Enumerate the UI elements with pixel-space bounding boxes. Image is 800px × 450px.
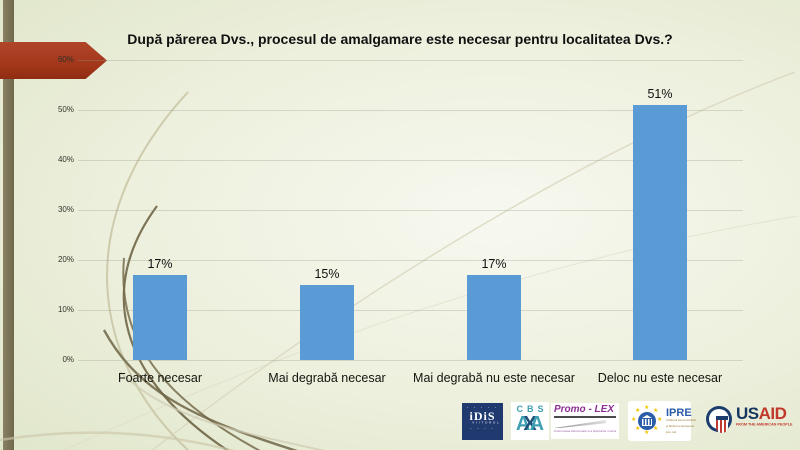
bar-foarte-necesar xyxy=(133,275,187,360)
eu-star-icon: ★ xyxy=(653,426,659,432)
x-axis-category-label: Mai degrabă nu este necesar xyxy=(413,371,575,385)
gridline xyxy=(78,160,743,161)
ipre-building-circle xyxy=(638,412,656,430)
bar-value-label: 17% xyxy=(147,257,173,271)
usaid-seal-inner xyxy=(709,409,729,433)
usaid-wordmark: USAID FROM THE AMERICAN PEOPLE xyxy=(736,405,800,429)
promo-lex-logo: Promo - LEX Promovarea democrației și a … xyxy=(551,403,619,439)
idis-dots-decoration: · · · · · xyxy=(466,405,499,411)
gridline xyxy=(78,360,743,361)
usaid-shield-icon xyxy=(716,416,728,433)
ipre-text-column: IPRE Institutul pentru Politici și Refor… xyxy=(666,407,697,437)
usaid-logo: USAID FROM THE AMERICAN PEOPLE xyxy=(706,405,794,435)
x-axis-category-label: Foarte necesar xyxy=(117,371,203,385)
idis-logo-text: iDiS xyxy=(469,409,496,423)
bar-group-deloc-nu-este-necesar: 51% Deloc nu este necesar xyxy=(575,60,745,385)
bar-mai-degraba-necesar xyxy=(300,285,354,360)
usaid-tagline: FROM THE AMERICAN PEOPLE xyxy=(736,423,793,427)
bar-value-label: 51% xyxy=(647,87,673,101)
promo-lex-swoosh-decoration xyxy=(554,420,606,428)
gridline xyxy=(78,110,743,111)
bar-value-label: 15% xyxy=(314,267,340,281)
promo-lex-logo-text: Promo - LEX xyxy=(554,405,616,418)
gridline xyxy=(78,60,743,61)
bar-value-label: 17% xyxy=(481,257,507,271)
gridline xyxy=(78,310,743,311)
idis-viitorul-logo: · · · · · iDiS V I I T O R U L · · · · xyxy=(462,403,503,440)
building-roof-icon xyxy=(642,415,652,418)
left-accent-bar xyxy=(3,0,14,450)
red-arrow-decoration xyxy=(0,42,107,79)
ipre-subtitle: și Reforme Europene xyxy=(666,425,695,428)
y-axis-tick-label: 30% xyxy=(57,205,74,214)
bar-group-mai-degraba-necesar: 15% Mai degrabă necesar xyxy=(242,60,412,385)
usaid-aid-text: AID xyxy=(758,404,787,423)
eu-star-icon: ★ xyxy=(657,417,663,423)
y-axis-tick-label: 40% xyxy=(57,155,74,164)
bar-mai-degraba-nu-este-necesar xyxy=(467,275,521,360)
cbs-axa-logo: CBS AXA xyxy=(511,402,549,440)
chart-title: După părerea Dvs., procesul de amalgamar… xyxy=(127,31,673,47)
bar-group-mai-degraba-nu-este-necesar: 17% Mai degrabă nu este necesar xyxy=(409,60,579,385)
bar-chart: 60% 50% 40% 30% 20% 10% 0% 17% Foarte ne… xyxy=(58,55,745,385)
ipre-logo-text: IPRE xyxy=(666,407,692,419)
ipre-logo: ★ ★ ★ ★ ★ ★ ★ ★ IPRE Institutul pentru P… xyxy=(628,401,697,441)
x-axis-category-label: Mai degrabă necesar xyxy=(268,371,386,385)
eu-star-icon: ★ xyxy=(635,408,641,414)
usaid-seal-icon xyxy=(706,406,732,433)
idis-dots-decoration: · · · · xyxy=(470,426,495,432)
ipre-emblem: ★ ★ ★ ★ ★ ★ ★ ★ xyxy=(631,405,663,437)
x-axis-category-label: Deloc nu este necesar xyxy=(597,371,723,385)
eu-star-icon: ★ xyxy=(644,430,650,436)
gridline xyxy=(78,260,743,261)
eu-star-icon: ★ xyxy=(644,405,650,411)
idis-logo-subtext: V I I T O R U L xyxy=(472,421,500,425)
gridline xyxy=(78,210,743,211)
eu-star-icon: ★ xyxy=(635,426,641,432)
usaid-logo-text: USAID xyxy=(736,405,800,422)
partner-logos-row: · · · · · iDiS V I I T O R U L · · · · C… xyxy=(0,395,800,450)
ipre-subtitle: Institutul pentru Politici xyxy=(666,419,697,422)
cbs-logo-text: CBS xyxy=(516,404,548,414)
promo-lex-tagline: Promovarea democrației și a drepturilor … xyxy=(554,430,617,433)
y-axis-tick-label: 10% xyxy=(57,305,74,314)
bar-group-foarte-necesar: 17% Foarte necesar xyxy=(75,60,245,385)
bar-deloc-nu-este-necesar xyxy=(633,105,687,360)
usaid-us-text: US xyxy=(736,404,759,423)
eu-star-icon: ★ xyxy=(653,408,659,414)
axa-monogram: AXA xyxy=(511,414,549,435)
eu-star-icon: ★ xyxy=(631,417,637,423)
ipre-website: ipre.md xyxy=(666,431,677,434)
axa-letter: A xyxy=(529,413,545,435)
building-columns-icon xyxy=(642,419,652,426)
y-axis-tick-label: 20% xyxy=(57,255,74,264)
y-axis-tick-label: 50% xyxy=(57,105,74,114)
y-axis-tick-label: 60% xyxy=(57,55,74,64)
y-axis-tick-label: 0% xyxy=(62,355,74,364)
